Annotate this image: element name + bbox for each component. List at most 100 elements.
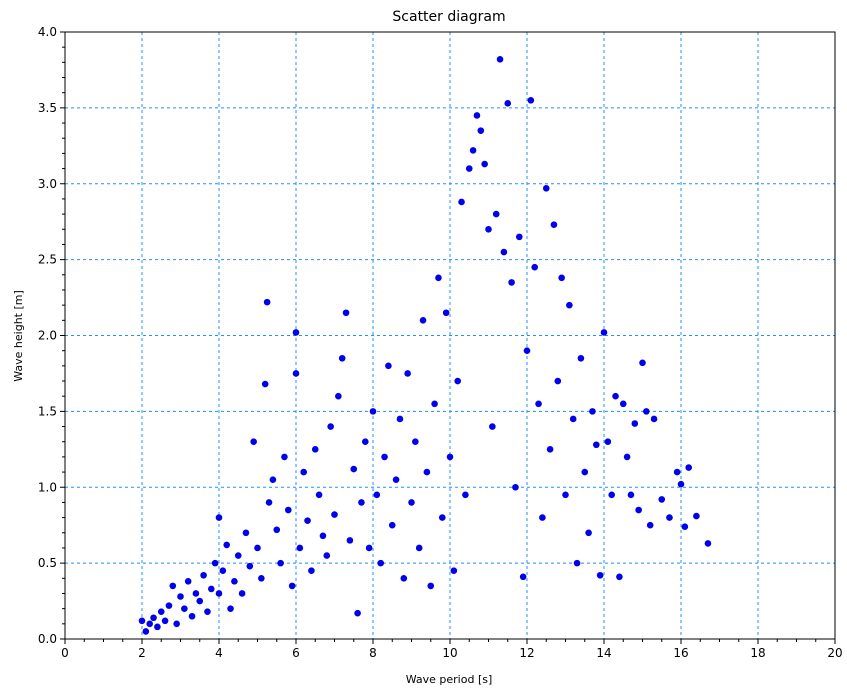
x-tick-label: 18 xyxy=(750,646,765,660)
scatter-point xyxy=(562,491,569,499)
y-tick-label: 0.0 xyxy=(38,632,57,646)
scatter-point xyxy=(512,483,519,491)
scatter-point xyxy=(704,540,712,547)
scatter-point xyxy=(419,317,427,324)
scatter-point xyxy=(331,511,338,518)
grid-lines xyxy=(65,32,835,639)
scatter-point xyxy=(439,514,446,521)
x-tick-label: 8 xyxy=(369,646,377,660)
scatter-point xyxy=(165,602,173,609)
scatter-point xyxy=(593,441,600,449)
scatter-point xyxy=(138,617,146,625)
scatter-point xyxy=(338,354,346,362)
scatter-point xyxy=(527,96,535,104)
scatter-point xyxy=(623,453,631,461)
scatter-point xyxy=(296,544,304,552)
x-tick-label: 2 xyxy=(138,646,146,660)
scatter-point xyxy=(204,608,211,615)
scatter-point xyxy=(223,541,230,549)
scatter-point xyxy=(489,423,496,430)
scatter-point xyxy=(169,582,177,590)
scatter-point xyxy=(535,400,542,408)
scatter-point xyxy=(458,198,465,206)
scatter-point xyxy=(685,464,692,471)
scatter-point xyxy=(450,567,458,575)
scatter-point xyxy=(677,480,685,488)
scatter-point xyxy=(319,532,327,540)
scatter-point xyxy=(646,521,654,529)
scatter-point xyxy=(354,609,361,617)
scatter-point xyxy=(246,562,254,570)
scatter-point xyxy=(504,100,512,107)
scatter-point xyxy=(346,537,354,544)
scatter-point xyxy=(311,446,319,453)
scatter-point xyxy=(231,578,238,585)
scatter-point xyxy=(285,506,292,514)
scatter-point xyxy=(415,544,423,552)
scatter-point xyxy=(673,468,681,476)
scatter-point xyxy=(300,468,308,476)
scatter-point xyxy=(469,147,477,154)
scatter-point xyxy=(377,559,385,567)
x-tick-label: 6 xyxy=(292,646,300,660)
y-axis-label: Wave height [m] xyxy=(12,290,25,382)
scatter-point xyxy=(500,248,508,256)
scatter-point xyxy=(265,499,273,506)
scatter-point xyxy=(242,529,250,537)
scatter-point xyxy=(454,377,462,385)
scatter-point xyxy=(542,185,550,192)
chart-title: Scatter diagram xyxy=(392,9,505,25)
scatter-point xyxy=(365,544,373,552)
scatter-point xyxy=(581,468,589,476)
scatter-point xyxy=(263,298,271,306)
scatter-point xyxy=(589,408,596,415)
scatter-point xyxy=(269,476,277,483)
scatter-point xyxy=(631,420,639,427)
scatter-point xyxy=(181,605,188,612)
scatter-point xyxy=(234,552,242,559)
scatter-point xyxy=(516,233,523,241)
scatter-point xyxy=(188,612,196,620)
scatter-point xyxy=(643,408,650,415)
scatter-point xyxy=(258,575,265,582)
scatter-point xyxy=(238,590,246,597)
scatter-point xyxy=(142,628,150,635)
x-tick-label: 12 xyxy=(519,646,534,660)
scatter-point xyxy=(531,263,538,271)
scatter-point xyxy=(315,491,323,499)
scatter-point xyxy=(477,127,485,134)
scatter-point xyxy=(635,506,642,514)
scatter-point xyxy=(485,225,492,233)
scatter-point xyxy=(435,274,442,282)
scatter-point xyxy=(154,623,161,631)
scatter-point xyxy=(546,446,554,453)
scatter-point xyxy=(412,438,419,446)
scatter-point xyxy=(566,301,573,309)
y-tick-label: 3.5 xyxy=(38,101,57,115)
scatter-point xyxy=(558,274,565,282)
scatter-point xyxy=(573,559,581,567)
scatter-point xyxy=(554,377,562,385)
scatter-point xyxy=(577,354,585,362)
scatter-point xyxy=(335,392,342,400)
y-tick-label: 1.5 xyxy=(38,404,57,418)
axis-ticks: 0 2 4 6 8 10 12 14 16 18 20 0.0 0.5 1.0 1.5 2.0 2.5 3.0 3.… xyxy=(38,25,843,660)
scatter-point xyxy=(362,438,369,446)
y-tick-label: 3.0 xyxy=(38,177,57,191)
scatter-point xyxy=(308,567,315,575)
scatter-point xyxy=(292,370,300,377)
scatter-point xyxy=(481,160,488,168)
scatter-point xyxy=(693,512,700,520)
scatter-point xyxy=(273,526,281,534)
scatter-point xyxy=(254,544,261,552)
scatter-point xyxy=(146,620,153,628)
scatter-point xyxy=(666,514,673,521)
scatter-point xyxy=(608,491,615,499)
scatter-point xyxy=(465,165,473,172)
x-tick-label: 4 xyxy=(215,646,223,660)
scatter-point xyxy=(219,567,227,575)
x-tick-label: 20 xyxy=(827,646,842,660)
scatter-point xyxy=(550,221,558,229)
scatter-point xyxy=(196,597,204,605)
